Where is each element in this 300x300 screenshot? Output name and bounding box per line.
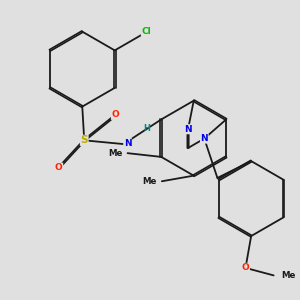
Text: Me: Me	[142, 177, 157, 186]
Text: O: O	[55, 163, 63, 172]
Text: O: O	[111, 110, 119, 119]
Text: N: N	[124, 139, 131, 148]
Text: H: H	[143, 124, 150, 133]
Text: Cl: Cl	[141, 27, 151, 36]
Text: S: S	[80, 135, 88, 145]
Text: N: N	[184, 125, 192, 134]
Text: O: O	[242, 263, 249, 272]
Text: N: N	[200, 134, 208, 143]
Text: Me: Me	[108, 149, 123, 158]
Text: Me: Me	[281, 271, 296, 280]
